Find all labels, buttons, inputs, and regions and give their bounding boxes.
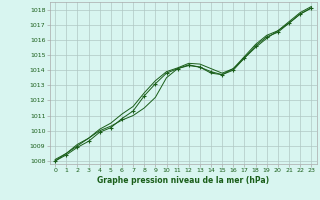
X-axis label: Graphe pression niveau de la mer (hPa): Graphe pression niveau de la mer (hPa) [97,176,269,185]
